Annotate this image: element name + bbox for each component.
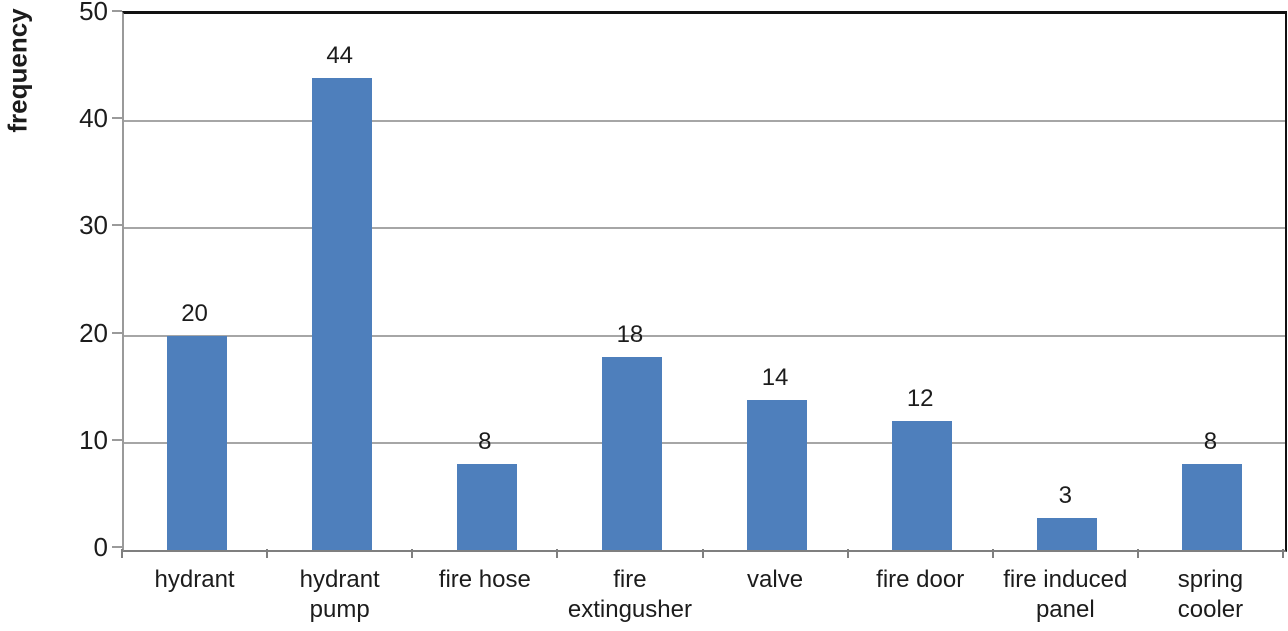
- x-tick-mark: [701, 549, 704, 558]
- x-category-label-fire-hose: fire hose: [412, 565, 557, 595]
- y-tick-label-0: 0: [93, 532, 108, 562]
- x-category-label-line: spring: [1177, 566, 1244, 593]
- bar-value-label: 20: [181, 299, 208, 327]
- y-tick-mark: [112, 546, 122, 548]
- bar-fire-induced-panel: [1037, 517, 1098, 550]
- gridline-10: [124, 441, 1285, 444]
- gridline-30: [124, 227, 1285, 230]
- bar-value-label: 3: [1058, 481, 1072, 509]
- plot-area: [122, 11, 1287, 552]
- x-category-label-line: panel: [1035, 596, 1095, 623]
- x-category-label-line: extingusher: [567, 596, 692, 623]
- bar-hydrant-pump: [311, 78, 372, 550]
- x-category-label-line: fire induced: [1003, 566, 1128, 593]
- bar-value-label: 44: [326, 42, 354, 70]
- bar-spring-cooler: [1182, 464, 1243, 550]
- x-tick-mark: [991, 549, 994, 558]
- x-category-label-fire-extingusher: fire extingusher: [557, 565, 702, 625]
- x-tick-mark: [411, 549, 414, 558]
- x-category-label-line: cooler: [1177, 596, 1244, 623]
- gridline-20: [124, 334, 1285, 337]
- y-tick-mark: [112, 117, 122, 120]
- x-category-label-fire-induced-panel: fire induced panel: [993, 565, 1138, 625]
- x-category-label-hydrant: hydrant: [122, 565, 267, 595]
- y-tick-label-20: 20: [79, 317, 108, 348]
- x-category-label-line: hydrant: [154, 566, 235, 593]
- bar-value-label: 8: [1203, 428, 1218, 456]
- bar-fire-door: [892, 421, 953, 550]
- bar-fire-hose: [456, 464, 517, 550]
- x-category-label-hydrant-pump: hydrant pump: [267, 565, 412, 625]
- x-category-label-valve: valve: [703, 565, 848, 595]
- bar-hydrant: [166, 335, 227, 550]
- y-axis-title: frequency: [2, 8, 33, 133]
- x-tick-mark: [1282, 549, 1284, 558]
- y-tick-label-40: 40: [79, 103, 108, 134]
- x-tick-mark: [846, 549, 849, 558]
- x-tick-mark: [266, 549, 269, 558]
- bar-fire-extingusher: [601, 357, 662, 550]
- y-tick-mark: [112, 438, 122, 441]
- y-tick-label-30: 30: [79, 210, 108, 241]
- x-category-label-line: pump: [309, 596, 370, 623]
- y-tick-mark: [112, 224, 122, 227]
- gridline-40: [124, 120, 1285, 123]
- x-category-label-fire-door: fire door: [848, 565, 993, 595]
- bar-valve: [747, 399, 808, 550]
- x-tick-mark: [556, 549, 559, 558]
- x-category-label-spring-cooler: spring cooler: [1138, 565, 1283, 625]
- y-tick-label-10: 10: [79, 424, 108, 455]
- y-tick-label-50: 50: [79, 0, 108, 26]
- y-tick-mark: [112, 10, 122, 12]
- x-category-label-line: fire door: [876, 566, 965, 593]
- x-category-label-line: hydrant: [299, 566, 380, 593]
- x-tick-mark: [1136, 549, 1139, 558]
- y-tick-mark: [112, 331, 122, 334]
- bar-value-label: 12: [906, 385, 934, 413]
- bar-value-label: 18: [616, 321, 644, 349]
- bar-value-label: 14: [761, 363, 789, 391]
- x-category-label-line: fire hose: [438, 566, 531, 593]
- bar-value-label: 8: [478, 428, 492, 456]
- x-category-label-line: fire: [613, 566, 647, 593]
- x-tick-mark: [121, 549, 123, 558]
- x-category-label-line: valve: [747, 566, 804, 593]
